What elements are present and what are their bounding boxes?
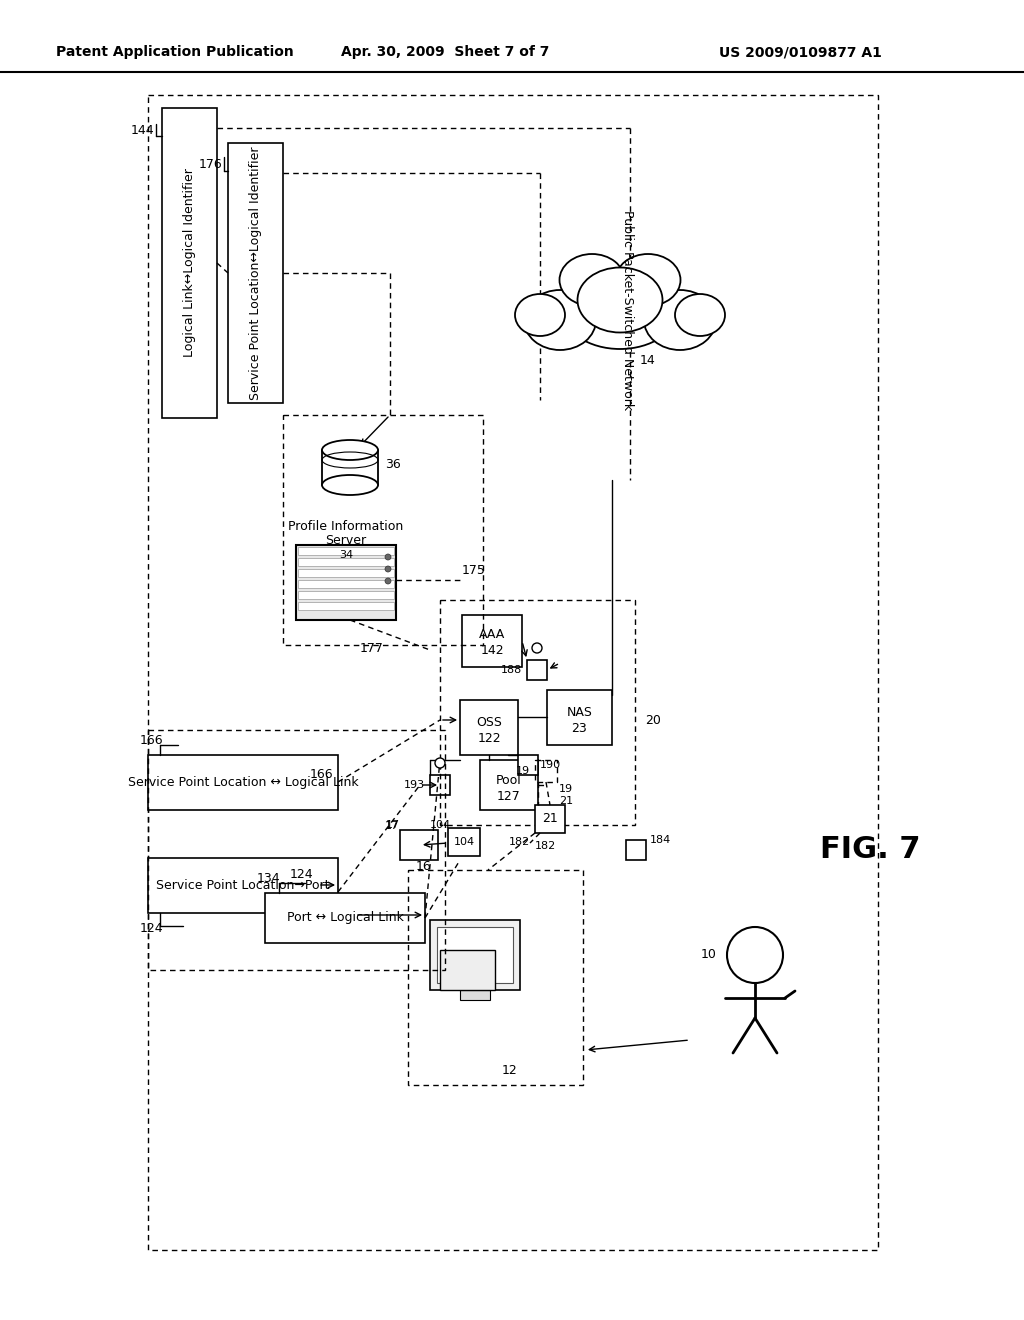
Bar — [148, 858, 338, 913]
Bar — [480, 760, 538, 810]
Text: 14: 14 — [640, 354, 656, 367]
Ellipse shape — [322, 475, 378, 495]
Bar — [298, 558, 394, 566]
Circle shape — [435, 758, 445, 768]
Text: 124: 124 — [290, 869, 313, 882]
Text: Logical Link↔Logical Identifier: Logical Link↔Logical Identifier — [183, 169, 196, 358]
Text: 182: 182 — [535, 841, 556, 851]
Text: NAS: NAS — [566, 705, 593, 718]
Text: OSS: OSS — [476, 715, 502, 729]
Text: 104: 104 — [454, 837, 474, 847]
Text: 175: 175 — [462, 564, 485, 577]
Ellipse shape — [515, 294, 565, 337]
Text: Service Point Location ↔ Logical Link: Service Point Location ↔ Logical Link — [128, 776, 358, 789]
Text: 166: 166 — [309, 768, 333, 781]
Text: Patent Application Publication: Patent Application Publication — [56, 45, 294, 59]
Bar — [400, 830, 438, 861]
Bar — [535, 760, 557, 781]
Bar — [298, 602, 394, 610]
Text: 193: 193 — [403, 780, 425, 789]
Bar — [162, 108, 217, 418]
Ellipse shape — [578, 268, 663, 333]
Text: Server: Server — [326, 533, 367, 546]
Bar — [437, 927, 513, 983]
Bar — [527, 660, 547, 680]
Text: Apr. 30, 2009  Sheet 7 of 7: Apr. 30, 2009 Sheet 7 of 7 — [341, 45, 549, 59]
Text: FIG. 7: FIG. 7 — [820, 836, 921, 865]
Ellipse shape — [675, 294, 725, 337]
Text: 21: 21 — [542, 813, 558, 825]
Text: Public Packet-Switched Network: Public Packet-Switched Network — [622, 210, 635, 411]
Ellipse shape — [559, 253, 625, 306]
Text: 190: 190 — [540, 760, 561, 770]
Bar — [148, 755, 338, 810]
Bar — [296, 545, 396, 620]
Text: 19
21: 19 21 — [559, 784, 573, 805]
Bar — [440, 601, 635, 825]
Text: US 2009/0109877 A1: US 2009/0109877 A1 — [719, 45, 882, 59]
Bar — [547, 690, 612, 744]
Text: 122: 122 — [477, 731, 501, 744]
Ellipse shape — [644, 290, 716, 350]
Text: 184: 184 — [650, 836, 672, 845]
Text: 10: 10 — [701, 949, 717, 961]
Circle shape — [532, 643, 542, 653]
Text: 36: 36 — [385, 458, 400, 471]
Bar — [298, 546, 394, 554]
Text: 34: 34 — [339, 550, 353, 560]
Bar — [440, 950, 495, 990]
Circle shape — [385, 566, 391, 572]
Text: 134: 134 — [257, 873, 281, 886]
Bar — [518, 755, 538, 775]
Bar — [283, 414, 483, 645]
Text: 182: 182 — [509, 837, 530, 847]
Text: 176: 176 — [199, 158, 222, 172]
Bar — [462, 615, 522, 667]
Circle shape — [385, 554, 391, 560]
Text: 144: 144 — [130, 124, 154, 136]
Bar — [298, 579, 394, 587]
Text: 20: 20 — [645, 714, 660, 726]
Text: Port ↔ Logical Link: Port ↔ Logical Link — [287, 912, 403, 924]
Bar — [298, 569, 394, 577]
Text: 12: 12 — [502, 1064, 518, 1077]
Bar — [430, 775, 450, 795]
Text: Profile Information: Profile Information — [289, 520, 403, 533]
Text: Pool: Pool — [496, 774, 522, 787]
Circle shape — [727, 927, 783, 983]
Text: 188: 188 — [501, 665, 522, 675]
Text: 166: 166 — [140, 734, 164, 747]
Text: 124: 124 — [140, 921, 164, 935]
Text: 17: 17 — [386, 820, 400, 830]
Text: Service Point Location→Port: Service Point Location→Port — [157, 879, 330, 892]
Bar — [265, 894, 425, 942]
Ellipse shape — [524, 290, 596, 350]
Text: 127: 127 — [497, 789, 521, 803]
Text: 142: 142 — [480, 644, 504, 657]
Text: AAA: AAA — [479, 628, 505, 642]
Text: 17: 17 — [385, 821, 399, 832]
Text: 19: 19 — [516, 766, 530, 776]
Bar — [228, 143, 283, 403]
Ellipse shape — [562, 271, 678, 348]
Text: 16: 16 — [416, 861, 432, 874]
Ellipse shape — [615, 253, 681, 306]
Bar — [408, 870, 583, 1085]
Ellipse shape — [322, 440, 378, 459]
Bar — [535, 805, 565, 833]
Text: Service Point Location↔Logical Identifier: Service Point Location↔Logical Identifie… — [249, 147, 262, 400]
Bar — [298, 591, 394, 599]
Bar — [148, 95, 878, 1250]
Bar — [626, 840, 646, 861]
Bar — [430, 920, 520, 990]
Bar — [296, 545, 396, 620]
Bar — [449, 828, 480, 855]
Text: 104: 104 — [429, 820, 451, 830]
Bar — [460, 700, 518, 755]
Text: 23: 23 — [571, 722, 588, 734]
Bar — [148, 730, 445, 970]
Bar — [460, 990, 490, 1001]
Circle shape — [385, 578, 391, 583]
Text: 177: 177 — [360, 642, 384, 655]
